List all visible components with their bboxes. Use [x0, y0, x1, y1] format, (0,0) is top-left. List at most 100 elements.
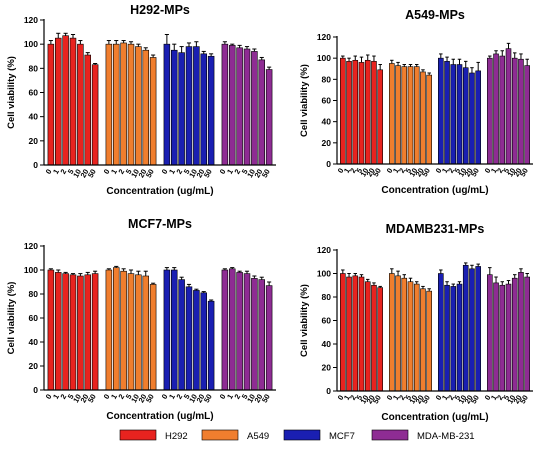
bar: [518, 272, 524, 392]
y-tick-label: 40: [322, 339, 332, 349]
bar: [505, 283, 512, 392]
y-tick-label: 20: [29, 361, 39, 371]
x-tick-label: 1: [440, 394, 450, 402]
bar: [171, 269, 178, 391]
x-tick-label: 5: [182, 393, 192, 401]
legend-swatch-h292: [119, 429, 157, 441]
x-tick-label: 2: [397, 394, 407, 402]
bar: [47, 43, 55, 166]
x-tick-label: 2: [446, 167, 456, 175]
y-tick-label: 60: [29, 313, 39, 323]
x-tick-label: 10: [129, 168, 141, 180]
x-tick-label: 5: [354, 394, 364, 402]
bar: [62, 273, 69, 391]
legend-label: A549: [247, 431, 269, 442]
bar: [475, 266, 481, 392]
x-tick-label: 50: [371, 394, 383, 406]
legend-swatch-mda-mb-231: [371, 429, 409, 441]
bar: [178, 279, 185, 391]
x-tick-label: 50: [420, 167, 432, 179]
y-tick-label: 0: [326, 386, 331, 396]
bar: [135, 46, 142, 166]
x-tick-label: 1: [440, 167, 450, 175]
bar: [371, 284, 377, 392]
bar: [91, 64, 99, 166]
legend-label: MDA-MB-231: [417, 431, 475, 442]
y-axis-label: Cell viability (%): [6, 282, 17, 355]
bar: [47, 269, 55, 391]
x-tick-label: 1: [51, 393, 61, 401]
x-tick-label: 10: [407, 394, 419, 406]
y-tick-label: 120: [317, 245, 331, 255]
x-tick-label: 10: [187, 168, 199, 180]
x-axis-label: Concentration (ug/mL): [381, 412, 488, 423]
bar: [84, 54, 91, 166]
x-tick-label: 1: [51, 168, 61, 176]
y-tick-label: 80: [322, 74, 332, 84]
bar: [401, 277, 408, 392]
x-tick-label: 2: [58, 168, 68, 176]
y-tick-label: 80: [29, 289, 39, 299]
x-tick-label: 20: [195, 393, 207, 405]
x-tick-label: 5: [452, 394, 462, 402]
x-tick-label: 1: [391, 394, 401, 402]
bar: [493, 282, 499, 392]
bar: [487, 274, 493, 392]
x-tick-label: 2: [348, 394, 358, 402]
bar: [200, 292, 207, 391]
bar: [113, 43, 120, 166]
legend-label: MCF7: [329, 431, 355, 442]
x-tick-label: 10: [407, 167, 419, 179]
bar: [120, 42, 127, 166]
bar: [426, 290, 432, 392]
x-tick-label: 2: [495, 167, 505, 175]
x-tick-label: 5: [452, 167, 462, 175]
bar: [352, 275, 359, 392]
x-tick-label: 1: [167, 168, 177, 176]
x-tick-label: 5: [66, 393, 76, 401]
bar: [518, 58, 524, 165]
x-tick-label: 0: [385, 167, 395, 175]
x-tick-label: 0: [102, 168, 112, 176]
bar: [127, 43, 135, 166]
y-tick-label: 60: [322, 96, 332, 106]
bar: [511, 277, 518, 392]
bar: [84, 274, 91, 391]
y-tick-label: 120: [24, 241, 38, 251]
x-tick-label: 50: [202, 168, 214, 180]
bar: [258, 279, 265, 391]
y-tick-label: 40: [322, 117, 332, 127]
bar: [127, 273, 135, 391]
x-tick-label: 0: [218, 393, 228, 401]
bar: [265, 69, 273, 166]
bar: [207, 55, 215, 166]
x-tick-label: 2: [397, 167, 407, 175]
bar: [364, 59, 371, 165]
bar: [120, 270, 127, 391]
x-tick-label: 0: [160, 168, 170, 176]
chart-title: A549-MPs: [405, 8, 465, 22]
y-tick-label: 0: [33, 160, 38, 170]
bar: [469, 268, 475, 392]
bar: [401, 66, 408, 165]
x-tick-label: 0: [336, 167, 346, 175]
bar: [524, 65, 530, 165]
bar: [340, 57, 346, 165]
x-tick-label: 0: [434, 394, 444, 402]
x-tick-label: 0: [385, 394, 395, 402]
x-tick-label: 10: [358, 167, 370, 179]
bar: [450, 64, 457, 165]
bar: [358, 62, 365, 165]
bar: [113, 267, 120, 391]
x-tick-label: 20: [253, 393, 265, 405]
legend-swatch-a549: [201, 429, 239, 441]
bar: [475, 70, 481, 165]
x-tick-label: 50: [144, 393, 156, 405]
x-tick-label: 5: [66, 168, 76, 176]
x-tick-label: 2: [348, 167, 358, 175]
bar: [524, 276, 530, 392]
bar: [69, 274, 77, 391]
